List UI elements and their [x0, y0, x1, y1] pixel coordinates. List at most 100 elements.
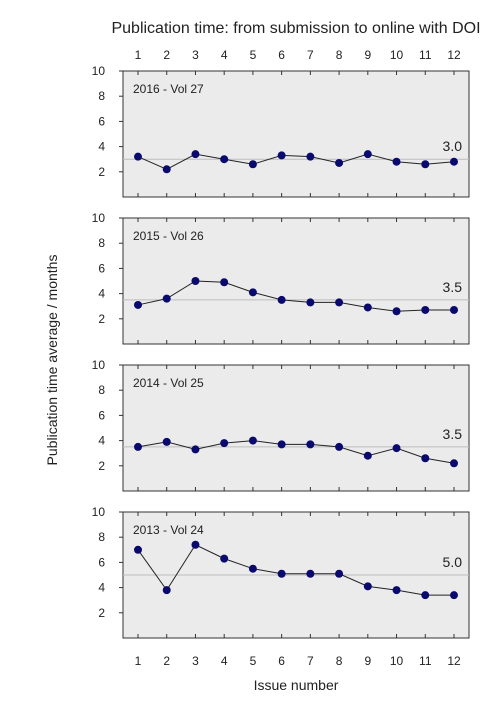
data-point [162, 294, 171, 303]
panel-frame [122, 217, 470, 345]
data-point [134, 152, 142, 161]
series-line [137, 440, 455, 464]
x-tick-label-top: 12 [447, 48, 461, 62]
data-point [306, 298, 315, 307]
y-tick-label: 2 [98, 459, 105, 473]
data-point [220, 554, 229, 563]
y-tick-label: 4 [98, 581, 105, 595]
y-tick-label: 6 [98, 261, 105, 275]
panel-1: 2 4 6 8 10 2015 - Vol 26 3.5 [92, 211, 470, 345]
data-point [306, 569, 315, 578]
y-tick-label: 4 [98, 140, 105, 154]
x-tick-label-top: 4 [221, 48, 228, 62]
panel-label: 2015 - Vol 26 [133, 229, 204, 243]
data-point [248, 436, 257, 445]
y-tick-label: 2 [98, 312, 105, 326]
data-point [277, 569, 286, 578]
average-value-label: 3.0 [443, 138, 463, 154]
y-tick-label: 10 [92, 358, 106, 372]
x-tick-label-bottom: 3 [192, 654, 199, 668]
data-point [363, 303, 372, 312]
y-tick-label: 10 [92, 505, 106, 519]
data-point [191, 150, 200, 159]
data-point [450, 157, 458, 166]
average-value-label: 3.5 [443, 279, 463, 295]
data-point [421, 454, 430, 463]
data-point [450, 591, 458, 600]
panel-label: 2016 - Vol 27 [133, 82, 204, 96]
data-point [248, 160, 257, 169]
data-point [162, 586, 171, 595]
panel-0: 2 4 6 8 10 2016 - Vol 27 3.0 [92, 64, 470, 198]
y-tick-label: 8 [98, 383, 105, 397]
data-point [277, 295, 286, 304]
y-tick-label: 2 [98, 606, 105, 620]
data-point [134, 442, 142, 451]
x-tick-label-bottom: 12 [447, 654, 461, 668]
data-point [335, 158, 344, 167]
y-tick-label: 8 [98, 89, 105, 103]
x-tick-label-bottom: 5 [250, 654, 257, 668]
data-point [248, 288, 257, 297]
data-point [134, 545, 142, 554]
data-point [335, 298, 344, 307]
x-tick-label-bottom: 8 [336, 654, 343, 668]
x-tick-label-bottom: 9 [364, 654, 371, 668]
data-point [392, 586, 401, 595]
x-tick-label-top: 8 [336, 48, 343, 62]
chart-title: Publication time: from submission to onl… [111, 20, 480, 37]
data-point [306, 440, 315, 449]
x-tick-label-bottom: 7 [307, 654, 314, 668]
data-point [220, 155, 229, 164]
data-point [363, 582, 372, 591]
data-point [306, 152, 315, 161]
y-tick-label: 6 [98, 114, 105, 128]
x-axis-label: Issue number [254, 677, 339, 693]
data-point [421, 160, 430, 169]
x-tick-label-bottom: 10 [390, 654, 404, 668]
data-point [162, 437, 171, 446]
x-tick-label-bottom: 2 [163, 654, 170, 668]
panel-frame [122, 364, 470, 492]
average-value-label: 5.0 [443, 554, 463, 570]
data-point [191, 540, 200, 549]
y-tick-label: 4 [98, 287, 105, 301]
x-tick-label-top: 5 [250, 48, 257, 62]
x-tick-label-top: 9 [364, 48, 371, 62]
y-tick-label: 4 [98, 434, 105, 448]
data-point [220, 278, 229, 287]
y-tick-label: 2 [98, 165, 105, 179]
x-tick-label-top: 3 [192, 48, 199, 62]
data-point [134, 300, 142, 309]
average-value-label: 3.5 [443, 426, 463, 442]
series-line [137, 280, 454, 312]
data-point [363, 150, 372, 159]
x-tick-label-top: 11 [419, 48, 432, 62]
data-point [162, 165, 171, 174]
x-tick-label-top: 7 [307, 48, 314, 62]
panel-label: 2014 - Vol 25 [133, 376, 204, 390]
data-point [277, 151, 286, 160]
data-point [392, 307, 401, 316]
x-tick-label-bottom: 11 [419, 654, 432, 668]
data-point [363, 451, 372, 460]
data-point [450, 459, 458, 468]
y-tick-label: 6 [98, 408, 105, 422]
y-axis-label: Publication time average / months [44, 255, 60, 466]
data-point [421, 305, 430, 314]
x-tick-label-top: 6 [278, 48, 285, 62]
data-point [421, 591, 430, 600]
series-line [137, 153, 455, 170]
y-tick-label: 10 [92, 64, 106, 78]
y-tick-label: 10 [92, 211, 106, 225]
panel-2: 2 4 6 8 10 2014 - Vol 25 3.5 [92, 358, 470, 492]
data-point [450, 305, 458, 314]
x-tick-label-top: 1 [135, 48, 142, 62]
x-tick-label-top: 2 [163, 48, 170, 62]
data-point [220, 439, 229, 448]
panel-frame [122, 70, 470, 198]
x-tick-label-bottom: 1 [135, 654, 142, 668]
y-tick-label: 6 [98, 555, 105, 569]
panel-3: 2 4 6 8 10 2013 - Vol 24 5.0 [92, 505, 470, 639]
